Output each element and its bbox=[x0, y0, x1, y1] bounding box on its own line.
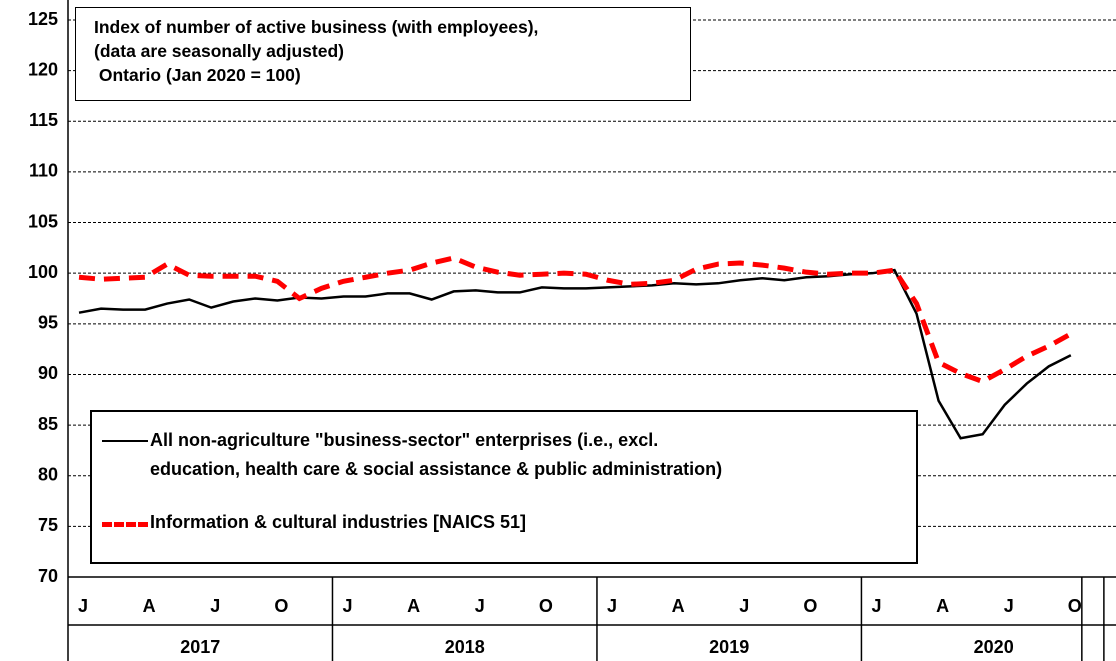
y-tick-label: 75 bbox=[38, 515, 58, 535]
x-tick-label: A bbox=[936, 596, 949, 616]
legend: All non-agriculture "business-sector" en… bbox=[90, 410, 918, 564]
x-tick-label: J bbox=[607, 596, 617, 616]
x-tick-label: J bbox=[210, 596, 220, 616]
y-tick-label: 85 bbox=[38, 414, 58, 434]
year-label: 2019 bbox=[709, 637, 749, 657]
y-tick-label: 80 bbox=[38, 464, 58, 484]
y-tick-label: 70 bbox=[38, 566, 58, 586]
x-tick-label: J bbox=[871, 596, 881, 616]
y-tick-label: 125 bbox=[28, 9, 58, 29]
y-tick-label: 90 bbox=[38, 363, 58, 383]
legend-label: Information & cultural industries [NAICS… bbox=[150, 512, 527, 532]
x-tick-label: J bbox=[1004, 596, 1014, 616]
legend-swatch bbox=[102, 440, 148, 442]
x-tick-label: J bbox=[475, 596, 485, 616]
legend-swatch bbox=[102, 522, 148, 527]
y-tick-label: 100 bbox=[28, 262, 58, 282]
x-tick-label: J bbox=[739, 596, 749, 616]
x-tick-label: J bbox=[342, 596, 352, 616]
x-tick-label: A bbox=[672, 596, 685, 616]
x-tick-label: J bbox=[78, 596, 88, 616]
y-tick-label: 115 bbox=[29, 110, 58, 130]
x-tick-label: O bbox=[1068, 596, 1082, 616]
y-tick-label: 105 bbox=[28, 211, 58, 231]
y-tick-label: 95 bbox=[38, 313, 58, 333]
legend-label: All non-agriculture "business-sector" en… bbox=[150, 430, 723, 479]
chart-title: Index of number of active business (with… bbox=[75, 7, 691, 101]
y-tick-label: 110 bbox=[29, 161, 58, 181]
series-line bbox=[78, 268, 1072, 440]
x-tick-label: A bbox=[407, 596, 420, 616]
y-tick-label: 120 bbox=[28, 59, 58, 79]
x-tick-label: O bbox=[803, 596, 817, 616]
x-tick-label: O bbox=[539, 596, 553, 616]
x-tick-label: A bbox=[143, 596, 156, 616]
series-line bbox=[78, 255, 1073, 385]
x-tick-label: O bbox=[274, 596, 288, 616]
year-label: 2017 bbox=[180, 637, 220, 657]
year-label: 2020 bbox=[974, 637, 1014, 657]
year-label: 2018 bbox=[445, 637, 485, 657]
